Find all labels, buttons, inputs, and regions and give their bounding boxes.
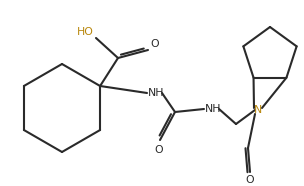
Text: NH: NH (148, 88, 164, 98)
Text: O: O (150, 39, 159, 49)
Text: O: O (155, 145, 163, 155)
Text: NH: NH (205, 104, 222, 114)
Text: HO: HO (77, 27, 94, 37)
Text: N: N (254, 105, 262, 115)
Text: O: O (246, 175, 254, 185)
